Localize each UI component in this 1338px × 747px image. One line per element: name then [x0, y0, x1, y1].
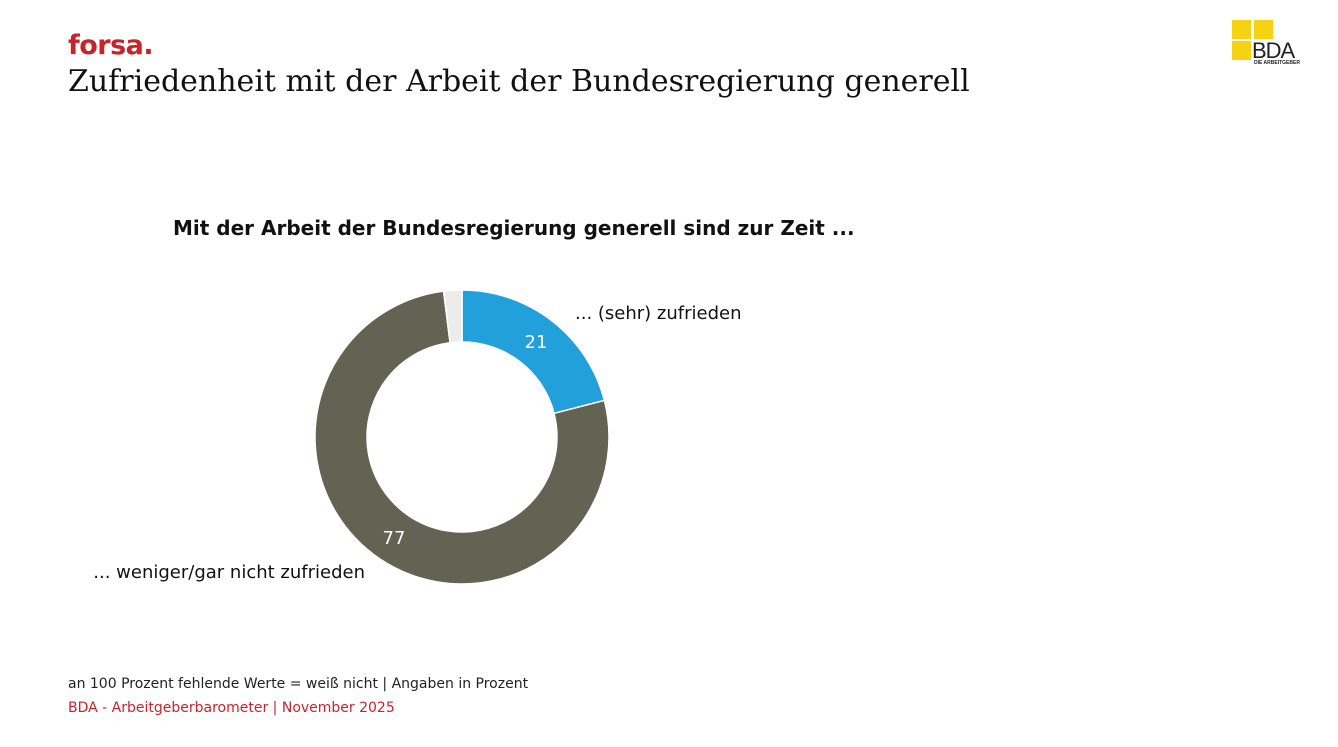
footer-note: an 100 Prozent fehlende Werte = weiß nic… [68, 676, 529, 692]
logo-square [1254, 20, 1273, 39]
page-title: Zufriedenheit mit der Arbeit der Bundesr… [68, 64, 970, 99]
bda-logo: BDA DIE ARBEITGEBER [1228, 18, 1304, 70]
logo-text: BDA [1252, 38, 1295, 63]
donut-slice [314, 290, 610, 585]
logo-square [1232, 20, 1251, 39]
chart-title: Mit der Arbeit der Bundesregierung gener… [173, 216, 855, 240]
slice-category-label: ... weniger/gar nicht zufrieden [93, 562, 365, 583]
slice-category-label: ... (sehr) zufrieden [575, 303, 742, 324]
slice-value-label: 77 [383, 528, 406, 549]
donut-slice [442, 289, 463, 344]
slice-value-label: 21 [525, 332, 548, 353]
forsa-logo-text: forsa. [68, 30, 154, 61]
logo-square [1232, 41, 1251, 60]
logo-subtitle: DIE ARBEITGEBER [1254, 60, 1300, 66]
footer-source: BDA - Arbeitgeberbarometer | November 20… [68, 700, 395, 716]
